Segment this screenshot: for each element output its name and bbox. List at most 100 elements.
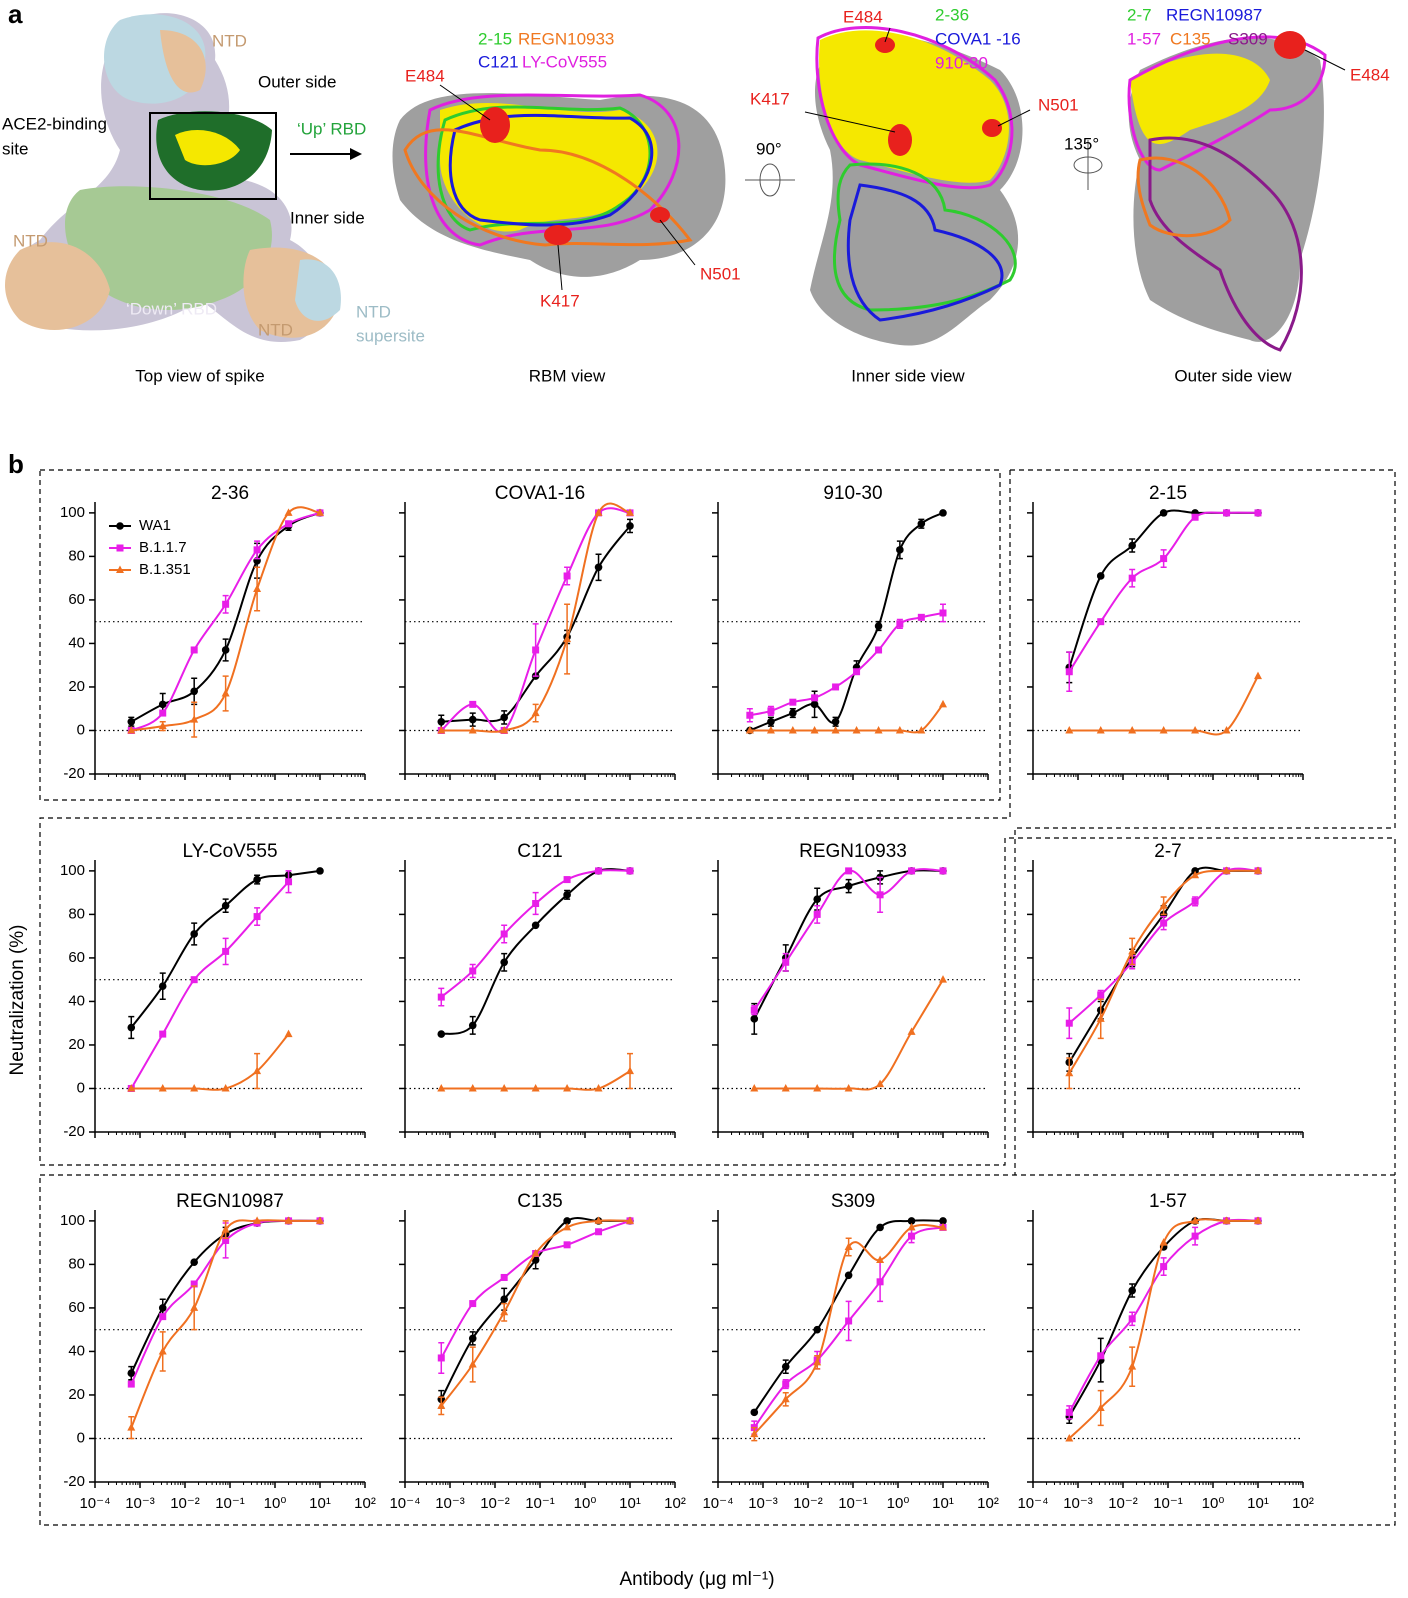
marker xyxy=(158,1304,167,1312)
outline xyxy=(448,113,654,227)
marker xyxy=(745,725,754,734)
fit-curve xyxy=(441,502,631,733)
marker xyxy=(896,620,904,628)
marker xyxy=(437,1030,446,1038)
marker xyxy=(253,584,262,593)
fit-curve xyxy=(749,703,944,734)
marker xyxy=(127,717,136,726)
marker xyxy=(468,725,477,734)
marker xyxy=(907,1222,916,1231)
marker xyxy=(469,1300,477,1308)
marker xyxy=(563,1222,572,1231)
x-tick-label: 10⁻³ xyxy=(1063,1495,1093,1512)
marker xyxy=(876,1079,885,1088)
marker xyxy=(831,725,840,734)
marker xyxy=(876,891,884,899)
marker xyxy=(531,921,540,930)
marker xyxy=(896,546,904,554)
marker xyxy=(190,1303,199,1311)
caption: RBM view xyxy=(529,366,606,385)
marker xyxy=(284,1029,293,1038)
legend-label: B.1.351 xyxy=(139,561,191,578)
x-tick-label: 10⁻² xyxy=(793,1495,823,1512)
marker xyxy=(1160,919,1168,927)
marker xyxy=(1065,1068,1074,1077)
marker xyxy=(221,1083,230,1092)
outline xyxy=(436,105,652,232)
marker xyxy=(767,707,775,715)
pointer xyxy=(804,111,896,133)
marker xyxy=(127,1369,136,1377)
residue xyxy=(982,119,1002,137)
pointer xyxy=(557,244,563,291)
chart-title: LY-CoV555 xyxy=(182,841,277,862)
marker xyxy=(437,993,445,1001)
label: COVA1 -16 xyxy=(935,29,1021,48)
marker xyxy=(939,867,947,875)
marker xyxy=(253,1216,262,1224)
marker xyxy=(1065,1433,1074,1442)
marker xyxy=(939,699,947,708)
marker xyxy=(788,725,797,734)
marker xyxy=(895,725,904,734)
marker xyxy=(222,1236,230,1244)
marker xyxy=(1254,671,1262,680)
marker xyxy=(1096,1014,1105,1022)
marker xyxy=(222,947,230,955)
label: E484 xyxy=(1350,65,1390,84)
residue xyxy=(1274,31,1306,59)
marker xyxy=(844,882,853,890)
outline xyxy=(1148,136,1303,352)
marker xyxy=(875,646,883,654)
marker xyxy=(876,1278,884,1286)
pointer xyxy=(439,84,491,121)
y-tick-label: -20 xyxy=(63,1473,85,1490)
zoom-box xyxy=(149,112,277,200)
x-tick-label: 10⁻¹ xyxy=(525,1495,555,1512)
x-tick-label: 10⁻⁴ xyxy=(702,1495,733,1512)
x-tick-label: 10⁻¹ xyxy=(838,1495,868,1512)
marker xyxy=(844,1083,853,1092)
residue xyxy=(888,124,912,156)
marker xyxy=(811,694,819,702)
marker xyxy=(1254,866,1262,874)
marker xyxy=(1159,725,1168,734)
marker xyxy=(750,1429,759,1438)
marker xyxy=(789,709,797,717)
marker xyxy=(594,1216,603,1224)
label: E484 xyxy=(405,66,445,85)
marker xyxy=(468,1021,477,1030)
x-tick-label: 10⁻³ xyxy=(748,1495,778,1512)
marker xyxy=(190,646,198,654)
marker xyxy=(1254,509,1262,517)
y-tick-label: 0 xyxy=(77,1429,85,1446)
marker xyxy=(626,508,634,516)
fit-curve xyxy=(1069,675,1259,736)
marker xyxy=(831,717,840,726)
label: E484 xyxy=(843,7,883,26)
marker xyxy=(563,876,571,884)
down-rbd xyxy=(65,186,272,310)
group-box xyxy=(39,1174,1396,1526)
marker xyxy=(127,1023,136,1032)
label: N501 xyxy=(700,264,741,283)
group-box xyxy=(1010,469,1396,1175)
panel-label: b xyxy=(8,449,24,479)
label: ‘Up’ RBD xyxy=(297,119,366,138)
chart-title: 910-30 xyxy=(823,483,882,504)
marker xyxy=(750,1083,759,1092)
marker xyxy=(595,1228,603,1236)
marker xyxy=(1159,1238,1168,1246)
x-tick-label: 10² xyxy=(354,1495,376,1512)
marker xyxy=(1159,901,1168,909)
marker xyxy=(1065,668,1073,676)
outer-yellow xyxy=(1130,53,1270,145)
inner-yellow xyxy=(819,30,1009,183)
y-tick-label: 40 xyxy=(68,634,85,651)
marker xyxy=(253,913,261,921)
label: Outer side xyxy=(258,72,336,91)
chart-title: 2-7 xyxy=(1154,841,1181,862)
marker xyxy=(810,700,819,709)
marker xyxy=(468,715,477,724)
